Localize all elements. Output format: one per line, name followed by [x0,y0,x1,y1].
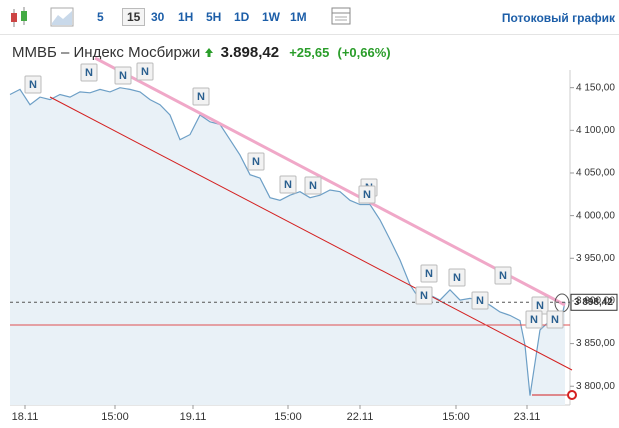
interval-button[interactable]: 5 [97,10,104,24]
news-marker-label: N [453,272,461,284]
x-tick-label: 23.11 [514,411,541,423]
x-tick-label: 22.11 [347,411,374,423]
price: 3.898,42 [220,44,280,61]
news-marker-label: N [85,67,93,79]
area-icon[interactable] [48,3,78,33]
interval-button[interactable]: 5H [206,10,222,24]
news-marker-label: N [197,91,205,103]
news-marker-label: N [530,314,538,326]
interval-button[interactable]: 15 [122,8,146,26]
y-tick-label: 3 850,00 [576,338,615,349]
last-price-label: 3 898,42 [574,297,613,308]
news-marker [136,62,154,81]
news-marker-label: N [284,179,292,191]
news-marker [279,175,297,194]
y-tick-label: 3 950,00 [576,253,615,264]
news-marker [546,310,564,329]
news-marker-label: N [252,156,260,168]
y-tick-label: 4 100,00 [576,125,615,136]
news-marker-label: N [499,270,507,282]
interval-button[interactable]: 30 [151,10,165,24]
news-marker-label: N [536,300,544,312]
news-marker [24,75,42,94]
header: ММВБ – Индекс Мосбиржи 3.898,42 +25,65 (… [12,44,391,61]
interval-button[interactable]: 1H [178,10,194,24]
y-tick-label: 3 900,00 [576,296,615,307]
news-marker [192,87,210,106]
last-price-box [570,293,618,311]
change: +25,65 [289,45,330,60]
area-fill [10,87,565,405]
news-marker [448,268,466,287]
toolbar: Потоковый график 5 15 30 1H 5H 1D 1W 1M [0,0,619,35]
news-marker-label: N [551,314,559,326]
marker-circle [567,390,577,400]
interval-button[interactable]: 1M [290,10,307,24]
x-tick-label: 19.11 [180,411,207,423]
news-marker-label: N [141,66,149,78]
news-marker [494,266,512,285]
news-marker-label: N [29,79,37,91]
news-marker [420,264,438,283]
news-marker-label: N [420,290,428,302]
trendline-pink [94,56,566,307]
y-tick-label: 3 800,00 [576,381,615,392]
news-marker [358,185,376,204]
table-icon[interactable] [330,5,354,29]
news-marker [525,310,543,329]
instrument-name: ММВБ – Индекс Мосбиржи [12,44,201,61]
y-tick-label: 4 150,00 [576,82,615,93]
x-tick-label: 15:00 [442,411,470,423]
y-tick-label: 4 000,00 [576,210,615,221]
x-tick-label: 15:00 [274,411,302,423]
candle-icon[interactable] [6,3,36,33]
stream-link[interactable]: Потоковый график [501,11,615,25]
change-pct: (+0,66%) [337,45,391,60]
up-arrow [205,48,214,57]
news-marker [415,286,433,305]
news-marker [80,63,98,82]
interval-button[interactable]: 1W [262,10,280,24]
news-marker-label: N [476,295,484,307]
news-marker [114,66,132,85]
interval-button[interactable]: 1D [234,10,250,24]
news-marker [247,152,265,171]
x-tick-label: 18.11 [12,411,39,423]
news-marker-label: N [363,189,371,201]
news-marker [471,291,489,310]
news-marker [304,176,322,195]
news-marker-label: N [119,70,127,82]
news-marker-label: N [425,268,433,280]
news-marker-label: N [309,180,317,192]
y-tick-label: 4 050,00 [576,168,615,179]
x-tick-label: 15:00 [101,411,129,423]
